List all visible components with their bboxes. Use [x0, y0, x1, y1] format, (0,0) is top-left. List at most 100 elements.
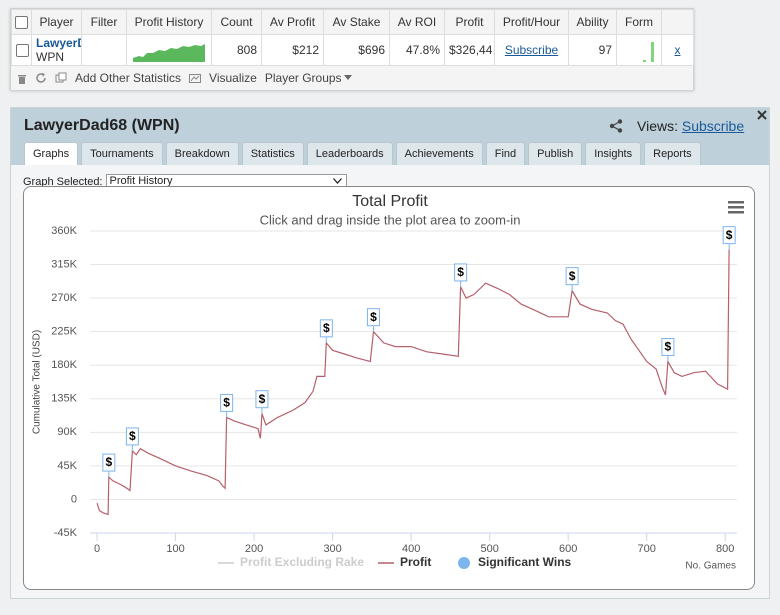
x-tick-label: 800: [716, 543, 734, 555]
significant-win: $: [220, 393, 234, 418]
tab[interactable]: Statistics: [241, 142, 304, 165]
tabs: Graphs Tournaments Breakdown Statistics Lead…: [24, 142, 704, 165]
x-tick-label: 600: [559, 543, 577, 555]
toolbar: Add Other Statistics Visualize Player Gr…: [11, 66, 693, 90]
av-profit: $212: [261, 34, 324, 66]
add-stats[interactable]: Add Other Statistics: [75, 71, 182, 85]
select-all[interactable]: [11, 9, 32, 35]
marker-box: [661, 337, 675, 356]
header-cell: [661, 9, 694, 35]
significant-win: $: [102, 453, 116, 478]
marker-label: $: [223, 396, 230, 410]
row-select[interactable]: [11, 34, 32, 66]
header-cell[interactable]: Profit/Hour: [494, 9, 569, 35]
tab[interactable]: Achievements: [395, 142, 483, 165]
marker-box: [102, 453, 116, 472]
x-axis-label: No. Games: [685, 561, 736, 572]
graph-select-value: Profit History: [109, 175, 173, 187]
network: WPN: [36, 50, 64, 64]
views-label: Views:: [637, 118, 678, 134]
panel-title: LawyerDad68 (WPN): [24, 117, 180, 134]
tab[interactable]: Reports: [644, 142, 701, 165]
y-tick-label: 90K: [57, 426, 77, 438]
profit-line: [96, 249, 730, 516]
significant-win: $: [565, 267, 579, 291]
tab[interactable]: Leaderboards: [306, 142, 393, 165]
tab[interactable]: Insights: [585, 142, 642, 165]
x-tick-label: 400: [402, 543, 420, 555]
header-cell[interactable]: Profit History: [126, 9, 212, 35]
x-tick-label: 100: [166, 543, 184, 555]
marker-box: [722, 226, 736, 245]
tab[interactable]: Publish: [528, 142, 583, 165]
marker-box: [255, 390, 269, 409]
significant-win: $: [125, 427, 139, 451]
copy-icon[interactable]: [55, 72, 67, 84]
views-subscribe[interactable]: Subscribe: [681, 118, 745, 134]
header-cell[interactable]: Filter: [81, 9, 127, 35]
profit: $326,44: [444, 34, 495, 66]
close-icon[interactable]: [757, 110, 767, 120]
filter-cell: [81, 34, 127, 66]
significant-win: $: [661, 337, 675, 362]
count: 808: [211, 34, 262, 66]
header-cell[interactable]: Count: [211, 9, 262, 35]
header-cell[interactable]: Player: [31, 9, 82, 35]
share-icon[interactable]: [609, 119, 623, 133]
significant-win: $: [366, 308, 380, 332]
remove-cell: x: [661, 34, 694, 66]
chart-title: Total Profit: [352, 193, 428, 210]
y-tick-label: 180K: [51, 359, 77, 371]
legend-item[interactable]: Profit Excluding Rake: [218, 555, 364, 569]
x-tick-label: 0: [94, 543, 100, 555]
tab[interactable]: Find: [485, 142, 526, 165]
menu-icon[interactable]: [728, 201, 744, 214]
marker-label: $: [370, 310, 377, 324]
ability: 97: [568, 34, 617, 66]
refresh-icon[interactable]: [35, 72, 47, 84]
dropdown-arrow: [343, 75, 352, 80]
legend-item[interactable]: Profit: [378, 555, 431, 569]
tab[interactable]: Tournaments: [81, 142, 163, 165]
header-cell[interactable]: Form: [616, 9, 662, 35]
marker-label: $: [259, 392, 266, 406]
data-row: LawyerD WPN 808 $212 $696 47.8% $326,44 …: [11, 34, 694, 66]
x-tick-label: 700: [638, 543, 656, 555]
tab[interactable]: Breakdown: [165, 142, 239, 165]
stats-table: Player Filter Profit History Count Av Pr…: [11, 9, 694, 66]
marker-label: $: [106, 455, 113, 469]
header-cell[interactable]: Av ROI: [389, 9, 445, 35]
legend-item[interactable]: Significant Wins: [458, 555, 572, 569]
header-cell[interactable]: Ability: [568, 9, 617, 35]
header-cell[interactable]: Av Profit: [261, 9, 324, 35]
x-tick-label: 300: [323, 543, 341, 555]
av-stake: $696: [323, 34, 390, 66]
views: Views: Subscribe: [637, 118, 744, 134]
graph-select-label: Graph Selected:: [23, 175, 103, 188]
player-link[interactable]: LawyerD: [36, 36, 82, 50]
av-roi: 47.8%: [389, 34, 445, 66]
y-tick-label: 0: [71, 493, 77, 505]
header-cell[interactable]: Av Stake: [323, 9, 390, 35]
remove-link[interactable]: x: [674, 43, 681, 57]
header-cell[interactable]: Profit: [444, 9, 495, 35]
marker-label: $: [569, 269, 576, 283]
visualize[interactable]: Visualize: [209, 71, 257, 85]
legend-label: Profit Excluding Rake: [240, 555, 364, 569]
y-axis-label: Cumulative Total (USD): [32, 330, 43, 434]
visualize-icon[interactable]: [189, 73, 202, 84]
subscribe-link[interactable]: Subscribe: [504, 43, 559, 57]
legend-symbol: [458, 557, 470, 569]
tab[interactable]: Graphs: [24, 142, 79, 165]
y-tick-label: -45K: [54, 527, 78, 539]
sparkline: [133, 43, 205, 62]
significant-win: $: [722, 226, 736, 250]
marker-label: $: [665, 340, 672, 354]
significant-win: $: [319, 319, 333, 343]
trash-icon[interactable]: [17, 73, 27, 84]
y-tick-label: 135K: [51, 393, 77, 405]
profit-hour: Subscribe: [494, 34, 569, 66]
player-groups[interactable]: Player Groups: [264, 71, 342, 85]
x-tick-label: 500: [480, 543, 498, 555]
marker-box: [220, 393, 234, 412]
